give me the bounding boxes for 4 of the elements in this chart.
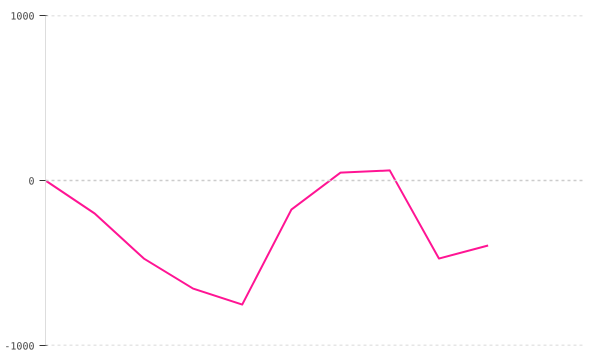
- y-tick-label: 1000: [10, 12, 35, 22]
- line-series: [46, 169, 490, 306]
- y-tick-label: 0: [28, 176, 35, 188]
- y-tick-label: -1000: [4, 342, 35, 352]
